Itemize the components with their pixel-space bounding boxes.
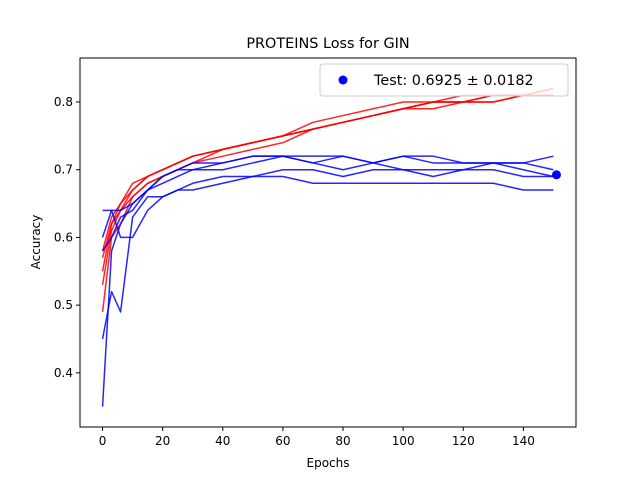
y-tick-label: 0.4 bbox=[54, 366, 73, 380]
train-series-group bbox=[101, 87, 554, 312]
legend-marker-test bbox=[338, 75, 348, 85]
test-run-line-4 bbox=[102, 175, 554, 239]
y-axis-label: Accuracy bbox=[29, 215, 43, 270]
y-tick-label: 0.7 bbox=[54, 163, 73, 177]
x-tick-label: 60 bbox=[275, 434, 290, 448]
x-tick-label: 80 bbox=[335, 434, 350, 448]
x-axis-label: Epochs bbox=[307, 456, 350, 470]
y-tick-label: 0.6 bbox=[54, 230, 73, 244]
test-final-marker bbox=[551, 170, 561, 180]
x-tick-label: 40 bbox=[215, 434, 230, 448]
train-run-line-5 bbox=[101, 94, 554, 252]
test-series-group bbox=[101, 155, 554, 407]
x-tick-label: 140 bbox=[512, 434, 535, 448]
legend-box bbox=[319, 63, 569, 97]
train-run-line-1 bbox=[101, 94, 554, 312]
legend-entry-test: Test: 0.6925 ± 0.0182 bbox=[373, 73, 534, 89]
y-tick-label: 0.5 bbox=[54, 298, 73, 312]
chart-title: PROTEINS Loss for GIN bbox=[246, 36, 409, 52]
x-axis-ticks: 0 20 40 60 80 100 120 140 bbox=[99, 427, 535, 448]
x-tick-label: 20 bbox=[155, 434, 170, 448]
x-tick-label: 120 bbox=[452, 434, 475, 448]
x-tick-label: 0 bbox=[99, 434, 107, 448]
train-run-line-2 bbox=[101, 87, 554, 285]
legend: Test: 0.6925 ± 0.0182 bbox=[319, 63, 569, 97]
test-run-line-5 bbox=[101, 155, 554, 252]
test-run-line-2 bbox=[101, 168, 554, 340]
plot-frame bbox=[79, 57, 577, 428]
x-tick-label: 100 bbox=[392, 434, 415, 448]
y-axis-ticks: 0.4 0.5 0.6 0.7 0.8 bbox=[54, 95, 80, 380]
test-run-line-3 bbox=[101, 155, 554, 238]
y-tick-label: 0.8 bbox=[54, 95, 73, 109]
marker-group bbox=[551, 170, 561, 180]
